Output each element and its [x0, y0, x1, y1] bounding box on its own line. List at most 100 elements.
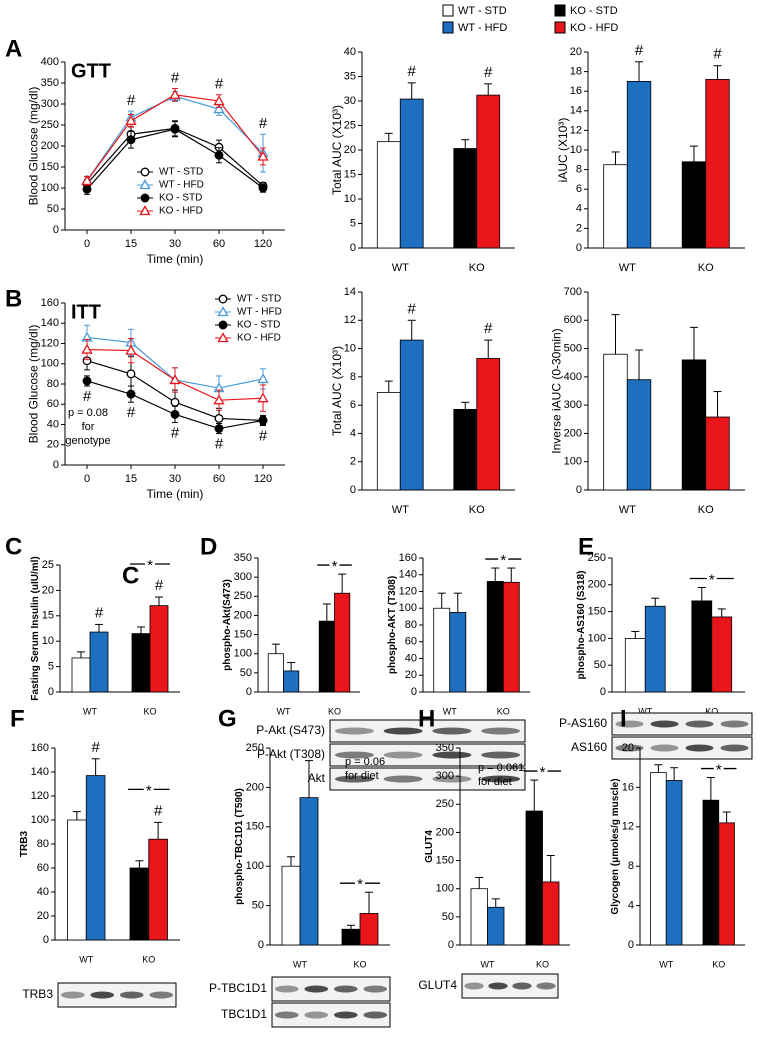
x-tick-label: WT	[293, 959, 307, 969]
blot-band	[333, 985, 358, 993]
blot-band	[432, 775, 472, 783]
x-tick-label: 15	[125, 238, 137, 250]
point	[258, 416, 268, 425]
bar	[67, 819, 87, 941]
panel-letter: E	[578, 533, 594, 560]
blot-band	[304, 1011, 329, 1019]
y-tick-label: 20	[42, 584, 54, 596]
blot-band	[536, 982, 556, 990]
x-tick-label: 60	[213, 473, 225, 485]
blot-label: AS160	[571, 740, 607, 754]
y-tick-label: 35	[344, 70, 356, 82]
y-tick-label: 600	[564, 314, 582, 326]
bracket-label: *	[540, 764, 546, 781]
y-tick-label: 60	[47, 398, 59, 410]
x-axis-label: Time (min)	[147, 252, 204, 266]
x-tick-label: KO	[469, 262, 485, 274]
x-tick-label: KO	[353, 959, 366, 969]
y-tick-label: 50	[594, 659, 606, 671]
bar	[453, 148, 478, 249]
bracket-label: *	[146, 782, 152, 799]
blot-band	[481, 775, 521, 783]
significance: #	[484, 320, 493, 337]
bracket-gap	[713, 762, 724, 775]
x-tick-label: WT	[659, 959, 673, 969]
bar	[453, 408, 478, 491]
y-tick-label: 5	[350, 217, 356, 229]
y-axis-label: Glycogen (μmoles/g muscle)	[610, 778, 621, 914]
y-tick-label: 160	[31, 742, 49, 754]
bar	[318, 620, 335, 693]
bracket-label: *	[332, 558, 338, 575]
point	[139, 179, 151, 190]
x-tick-label: KO	[705, 706, 718, 716]
x-tick-label: 30	[169, 473, 181, 485]
blot-label: P-Akt (T308)	[257, 747, 325, 761]
point	[169, 88, 181, 99]
legend-label: KO - STD	[237, 320, 280, 331]
y-tick-label: 150	[588, 606, 606, 618]
y-tick-label: 40	[344, 46, 356, 58]
y-tick-label: 120	[31, 790, 49, 802]
significance: #	[155, 577, 164, 594]
x-tick-label: KO	[143, 706, 156, 716]
blot-band	[650, 720, 679, 728]
y-tick-label: 20	[570, 46, 582, 58]
bracket-label: *	[716, 762, 722, 779]
bracket-gap	[355, 877, 365, 890]
point	[257, 373, 269, 384]
point	[126, 369, 136, 379]
blot-label: TRB3	[22, 987, 53, 1001]
bar	[603, 164, 628, 249]
blot-band	[685, 744, 714, 752]
x-tick-label: 60	[213, 238, 225, 250]
x-tick-label: KO	[698, 262, 714, 274]
blot-band	[481, 751, 521, 759]
y-tick-label: 80	[47, 378, 59, 390]
bar	[665, 780, 683, 946]
y-tick-label: 0	[576, 484, 582, 496]
legend-label: WT - STD	[159, 167, 203, 178]
y-tick-label: 10	[42, 635, 54, 647]
point	[213, 95, 225, 106]
x-axis-label: Time (min)	[147, 487, 204, 501]
y-tick-label: 80	[405, 619, 417, 631]
point	[125, 344, 137, 355]
y-tick-label: 10	[570, 144, 582, 156]
blot-band	[334, 727, 374, 735]
y-tick-label: 4	[628, 900, 634, 912]
blot-band	[615, 744, 644, 752]
bar	[476, 94, 501, 249]
note: for diet	[478, 776, 512, 788]
blot-band	[274, 985, 299, 993]
y-tick-label: 150	[436, 854, 454, 866]
point	[170, 409, 180, 419]
y-tick-label: 4	[576, 203, 582, 215]
significance: #	[408, 300, 417, 317]
legend-label: KO - HFD	[237, 333, 281, 344]
blot-frame	[329, 719, 526, 743]
blot-band	[383, 727, 423, 735]
bar	[624, 638, 646, 693]
y-tick-label: 0	[246, 686, 252, 698]
blot-label: GLUT4	[418, 978, 457, 992]
x-tick-label: WT	[619, 504, 636, 516]
legend-label: WT - HFD	[237, 307, 282, 318]
panel-letter: B	[5, 285, 22, 312]
legend-label: WT - HFD	[458, 22, 507, 34]
significance: #	[171, 69, 180, 86]
x-tick-label: KO	[497, 706, 510, 716]
y-axis-label: phospho-Akt(S473)	[222, 579, 233, 671]
panel-letter: A	[5, 35, 22, 62]
legend-label: WT - HFD	[159, 180, 204, 191]
bar	[705, 79, 730, 249]
y-tick-label: 100	[399, 602, 417, 614]
blot-band	[274, 1011, 299, 1019]
point	[82, 184, 92, 194]
x-tick-label: 0	[84, 238, 90, 250]
blot-band	[720, 744, 749, 752]
bar	[129, 867, 150, 941]
bar	[89, 631, 109, 693]
blot-band	[383, 751, 423, 759]
point	[126, 389, 136, 399]
